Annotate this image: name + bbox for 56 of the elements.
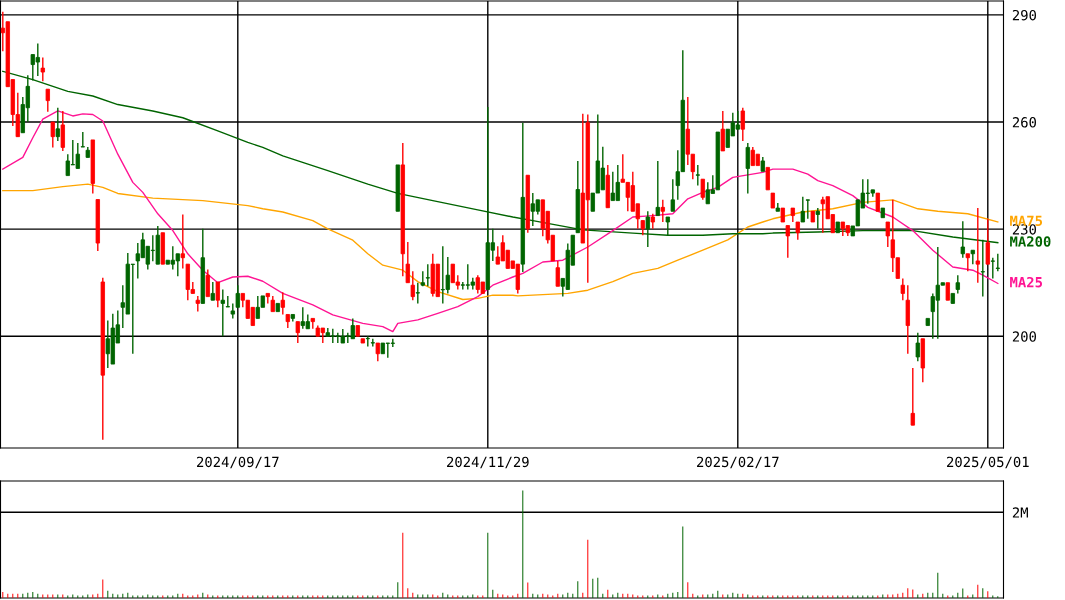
candlestick (955, 274, 960, 295)
x-tick-label: 2025/02/17 (697, 456, 779, 469)
x-tick-label: 2025/05/01 (947, 456, 1029, 469)
candlestick (210, 281, 215, 301)
candlestick (765, 166, 770, 191)
line-series (2, 110, 999, 333)
candlestick (425, 263, 430, 287)
y-tick-label: 200 (1012, 331, 1037, 342)
candlestick (885, 221, 890, 248)
candlestick (215, 281, 220, 309)
candlestick (295, 320, 300, 344)
candlestick (205, 268, 210, 298)
candlestick (875, 192, 880, 212)
series-label: MA25 (1010, 276, 1043, 288)
candlestick (655, 160, 660, 217)
candlestick (785, 224, 790, 259)
candlestick (50, 121, 55, 149)
candlestick (910, 367, 915, 426)
candlestick (280, 291, 285, 316)
x-tick-label: 2024/09/17 (197, 456, 279, 469)
candlestick (45, 88, 50, 113)
candlestick (55, 107, 60, 142)
candlestick (180, 213, 185, 270)
candlestick (695, 164, 700, 187)
candlestick (720, 110, 725, 152)
candlestick (805, 199, 810, 220)
candlestick (985, 218, 990, 265)
candlestick (60, 110, 65, 152)
candlestick (375, 342, 380, 362)
series-label: MA200 (1010, 236, 1051, 247)
candlestick (815, 207, 820, 230)
candlestick (410, 270, 415, 301)
candlestick (235, 284, 240, 309)
candlestick (900, 277, 905, 301)
candlestick (990, 257, 995, 280)
candlestick (915, 331, 920, 362)
candlestick (405, 241, 410, 284)
candlestick (40, 56, 45, 83)
y-tick-label: 260 (1012, 117, 1037, 128)
candlestick (670, 178, 675, 212)
candlestick (665, 216, 670, 236)
y-tick-label: 2M (1012, 507, 1028, 518)
y-tick-label: 290 (1012, 9, 1037, 21)
candlestick (660, 199, 665, 223)
candlestick (220, 288, 225, 337)
y-tick-label: 230 (1012, 224, 1037, 235)
candlestick (745, 142, 750, 195)
candlestick (800, 195, 805, 223)
candlestick (555, 260, 560, 287)
candlestick (700, 178, 705, 201)
candlestick (975, 207, 980, 284)
series-label: MA75 (1010, 215, 1043, 227)
x-tick-label: 2024/11/29 (447, 456, 529, 469)
candlestick (740, 107, 745, 142)
candlestick (415, 282, 420, 305)
line-series (2, 183, 999, 301)
